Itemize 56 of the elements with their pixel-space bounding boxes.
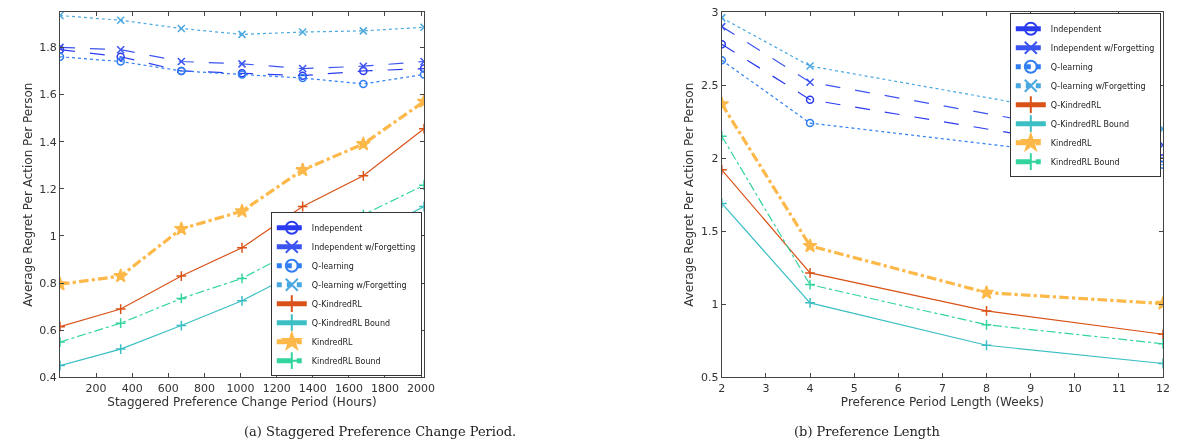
y-axis-title: Average Regret Per Action Per Person xyxy=(682,82,697,307)
x-tick-label: 7 xyxy=(938,381,946,395)
x-tick-label: 800 xyxy=(193,381,215,395)
x-tick-label: 1000 xyxy=(226,381,255,395)
x-tick-label: 8 xyxy=(983,381,991,395)
legend-label: Q-KindredRL xyxy=(1050,100,1102,110)
x-axis-title: Preference Period Length (Weeks) xyxy=(840,395,1044,410)
y-tick-label: 2.5 xyxy=(701,78,719,92)
x-tick-label: 2000 xyxy=(407,381,436,395)
x-tick-label: 4 xyxy=(806,381,814,395)
y-tick-label: 1.6 xyxy=(39,88,57,102)
legend-label: Q-learning xyxy=(1050,62,1093,72)
x-tick-label: 1400 xyxy=(298,381,327,395)
y-tick-label: 1.5 xyxy=(701,225,719,239)
legend-label: Q-learning w/Forgetting xyxy=(311,280,407,290)
legend-label: KindredRL Bound xyxy=(1050,157,1120,167)
x-tick-label: 600 xyxy=(157,381,179,395)
legend-label: KindredRL Bound xyxy=(311,356,381,366)
x-tick-label: 9 xyxy=(1027,381,1035,395)
x-tick-label: 1800 xyxy=(370,381,399,395)
legend-label: KindredRL xyxy=(1050,138,1093,148)
legend-label: Independent xyxy=(1050,24,1102,34)
x-tick-label: 10 xyxy=(1067,381,1082,395)
legend-label: Independent w/Forgetting xyxy=(311,242,416,252)
x-tick-label: 1200 xyxy=(262,381,291,395)
legend-label: Independent w/Forgetting xyxy=(1050,43,1155,53)
y-tick-label: 0.6 xyxy=(39,324,57,338)
legend-label: Q-learning xyxy=(311,261,354,271)
legend-label: Independent xyxy=(311,223,363,233)
x-tick-label: 200 xyxy=(85,381,107,395)
x-tick-label: 1600 xyxy=(334,381,363,395)
y-tick-label: 3 xyxy=(711,5,719,19)
x-tick-label: 11 xyxy=(1111,381,1126,395)
x-tick-label: 5 xyxy=(850,381,858,395)
legend-label: KindredRL xyxy=(311,337,354,347)
y-axis-title: Average Regret Per Action Per Person xyxy=(20,82,35,307)
x-tick-label: 400 xyxy=(121,381,143,395)
y-tick-label: 0.4 xyxy=(39,371,57,385)
x-tick-label: 3 xyxy=(762,381,770,395)
legend-label: Q-learning w/Forgetting xyxy=(1050,81,1146,91)
legend-label: Q-KindredRL xyxy=(311,299,363,309)
text: (a) Staggered Preference Change Period. xyxy=(244,424,517,439)
y-tick-label: 1.8 xyxy=(39,41,57,55)
y-tick-label: 0.8 xyxy=(39,276,57,290)
text: (b) Preference Length xyxy=(794,424,941,439)
legend-label: Q-KindredRL Bound xyxy=(1050,119,1130,129)
x-tick-label: 12 xyxy=(1156,381,1170,395)
y-tick-label: 1 xyxy=(711,298,719,312)
x-tick-label: 6 xyxy=(894,381,902,395)
y-tick-label: 1.2 xyxy=(39,182,57,196)
y-tick-label: 0.5 xyxy=(701,371,719,385)
x-axis-title: Staggered Preference Change Period (Hours) xyxy=(107,395,377,410)
y-tick-label: 1 xyxy=(49,229,57,243)
y-tick-label: 2 xyxy=(711,152,719,166)
y-tick-label: 1.4 xyxy=(39,135,57,149)
legend-label: Q-KindredRL Bound xyxy=(311,318,391,328)
